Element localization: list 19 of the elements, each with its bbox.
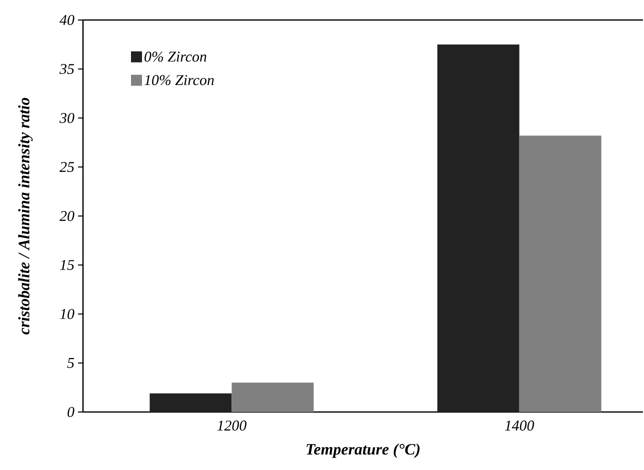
- y-tick-label: 25: [60, 162, 74, 172]
- y-tick-label: 30: [60, 112, 74, 124]
- legend-label: 10% Zircon: [144, 75, 214, 86]
- x-axis-title: Temperature (°C): [306, 443, 420, 458]
- bar: [519, 136, 602, 412]
- y-tick-label: 15: [60, 260, 74, 270]
- legend-label: 0% Zircon: [144, 52, 206, 62]
- y-tick-label: 35: [60, 64, 74, 74]
- y-tick-label: 0: [68, 406, 74, 418]
- y-axis-title: cristobalite / Alumina intensity ratio: [18, 98, 33, 334]
- y-tick-label: 20: [60, 210, 74, 222]
- y-tick-label: 5: [67, 358, 74, 368]
- y-tick-label: 40: [60, 14, 74, 26]
- bar: [150, 393, 232, 412]
- x-tick-label: 1200: [217, 420, 246, 431]
- y-tick-label: 10: [60, 308, 74, 320]
- bar: [437, 44, 520, 412]
- bar: [232, 382, 314, 412]
- x-tick-label: 1400: [504, 420, 534, 431]
